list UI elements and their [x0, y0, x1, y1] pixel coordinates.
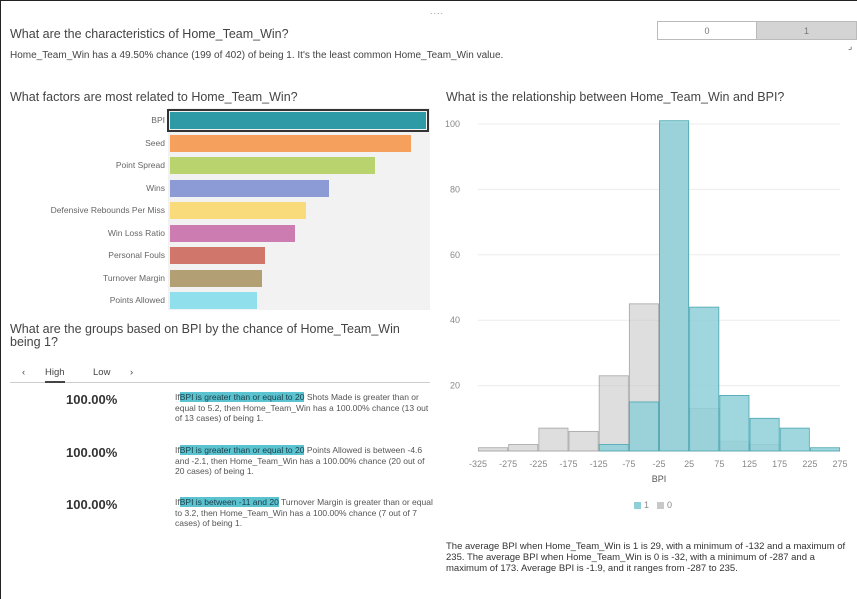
histogram-bar: [779, 427, 810, 452]
rule-1-highlight: BPI is greater than or equal to 20: [179, 392, 305, 402]
tab-prev-icon[interactable]: ‹: [22, 367, 26, 378]
rule-3-rest: Turnover Margin is greater than or equal…: [175, 497, 433, 529]
rule-2-rest: Points Allowed is between -4.6 and -2.1,…: [175, 445, 425, 477]
histogram-bar: [538, 427, 569, 452]
y-tick-label: 60: [450, 250, 460, 260]
x-tick-label: 175: [772, 459, 787, 469]
histogram-bar: [598, 444, 629, 452]
x-tick-label: 75: [714, 459, 724, 469]
factor-bar[interactable]: [170, 292, 258, 309]
factor-bar[interactable]: [170, 134, 411, 152]
x-axis-title: BPI: [652, 474, 667, 484]
y-tick-label: 40: [450, 315, 460, 325]
legend-label-0: 0: [667, 500, 673, 510]
tab-next-icon[interactable]: ›: [130, 367, 134, 378]
legend-label-1: 1: [644, 500, 650, 510]
legend-swatch-1: [634, 502, 641, 510]
page-title: What are the characteristics of Home_Tea…: [10, 27, 289, 41]
x-tick-label: -25: [652, 459, 665, 469]
y-tick-label: 80: [450, 184, 460, 194]
x-tick-label: -125: [590, 459, 608, 469]
rule-3-percent: 100.00%: [66, 497, 118, 512]
histogram-bar: [659, 120, 690, 452]
x-tick-label: 225: [802, 459, 817, 469]
relationship-summary: The average BPI when Home_Team_Win is 1 …: [446, 541, 846, 574]
factor-label: Defensive Rebounds Per Miss: [50, 205, 165, 215]
x-tick-label: -75: [622, 459, 635, 469]
factor-label: Win Loss Ratio: [107, 227, 165, 238]
factor-label: BPI: [151, 115, 165, 125]
x-tick-label: 125: [742, 459, 757, 469]
x-tick-label: -325: [469, 459, 487, 469]
factor-bar[interactable]: [170, 224, 296, 242]
tab-high[interactable]: High: [45, 367, 65, 383]
page-subtitle: Home_Team_Win has a 49.50% chance (199 o…: [10, 50, 504, 61]
rule-2-highlight: BPI is greater than or equal to 20: [179, 445, 305, 455]
value-toggle: 0 1: [657, 21, 857, 40]
factor-bar[interactable]: [167, 109, 429, 132]
factor-bar[interactable]: [170, 202, 306, 219]
x-tick-label: 25: [684, 459, 694, 469]
factor-label: Personal Fouls: [108, 250, 165, 260]
rule-1-if: If: [175, 392, 180, 402]
histogram-bar: [568, 430, 599, 452]
drag-handle-icon[interactable]: ....: [430, 6, 445, 16]
factor-bar[interactable]: [170, 269, 263, 287]
rule-3-if: If: [175, 497, 180, 507]
bpi-histogram: 20 40 60 80 100 -325 -275 -225 -175 -125 -75 -25 25 7…: [445, 119, 848, 484]
factor-bar[interactable]: [170, 157, 375, 174]
x-tick-label: 275: [832, 459, 847, 469]
rule-1-text: IfBPI is greater than or equal to 20 Sho…: [175, 392, 435, 424]
rule-2-text: IfBPI is greater than or equal to 20 Poi…: [175, 445, 435, 477]
histogram-bar: [749, 417, 780, 452]
factor-label: Wins: [146, 182, 165, 193]
y-tick-label: 20: [450, 381, 460, 391]
histogram-bar: [809, 447, 840, 452]
toggle-option-0[interactable]: 0: [658, 22, 757, 39]
histogram-bar: [508, 444, 539, 452]
rule-2-if: If: [175, 445, 180, 455]
histogram-bar: [689, 306, 720, 452]
legend-item-0[interactable]: 0: [657, 500, 672, 510]
factor-label: Points Allowed: [109, 295, 165, 305]
histogram-bar: [598, 375, 629, 452]
tab-low[interactable]: Low: [93, 367, 111, 378]
toggle-option-1[interactable]: 1: [757, 22, 856, 39]
chart-legend: 1 0: [634, 500, 672, 510]
rule-3-highlight: BPI is between -11 and 20: [179, 497, 279, 507]
factor-bar[interactable]: [170, 179, 329, 197]
x-tick-label: -175: [559, 459, 577, 469]
rule-3-text: IfBPI is between -11 and 20 Turnover Mar…: [175, 497, 435, 529]
rule-2-percent: 100.00%: [66, 445, 118, 460]
histogram-bar: [628, 401, 659, 452]
y-tick-label: 100: [445, 119, 460, 129]
x-tick-label: -225: [529, 459, 547, 469]
resize-corner-icon[interactable]: ⌟: [848, 41, 853, 51]
factor-bar[interactable]: [170, 247, 265, 264]
rule-1-percent: 100.00%: [66, 392, 118, 407]
legend-item-1[interactable]: 1: [634, 500, 649, 510]
factors-title: What factors are most related to Home_Te…: [10, 90, 298, 104]
groups-title: What are the groups based on BPI by the …: [10, 322, 400, 349]
factor-label: Point Spread: [115, 160, 165, 170]
rule-1-rest: Shots Made is greater than or equal to 5…: [175, 392, 429, 424]
histogram-bar: [478, 447, 509, 452]
x-tick-label: -275: [499, 459, 517, 469]
histogram-bar: [719, 395, 750, 452]
legend-swatch-0: [657, 502, 665, 510]
factor-label: Turnover Margin: [102, 272, 165, 283]
relationship-title: What is the relationship between Home_Te…: [446, 90, 785, 104]
groups-tabs: ‹ High Low ›: [10, 365, 430, 383]
factor-label: Seed: [145, 137, 165, 148]
